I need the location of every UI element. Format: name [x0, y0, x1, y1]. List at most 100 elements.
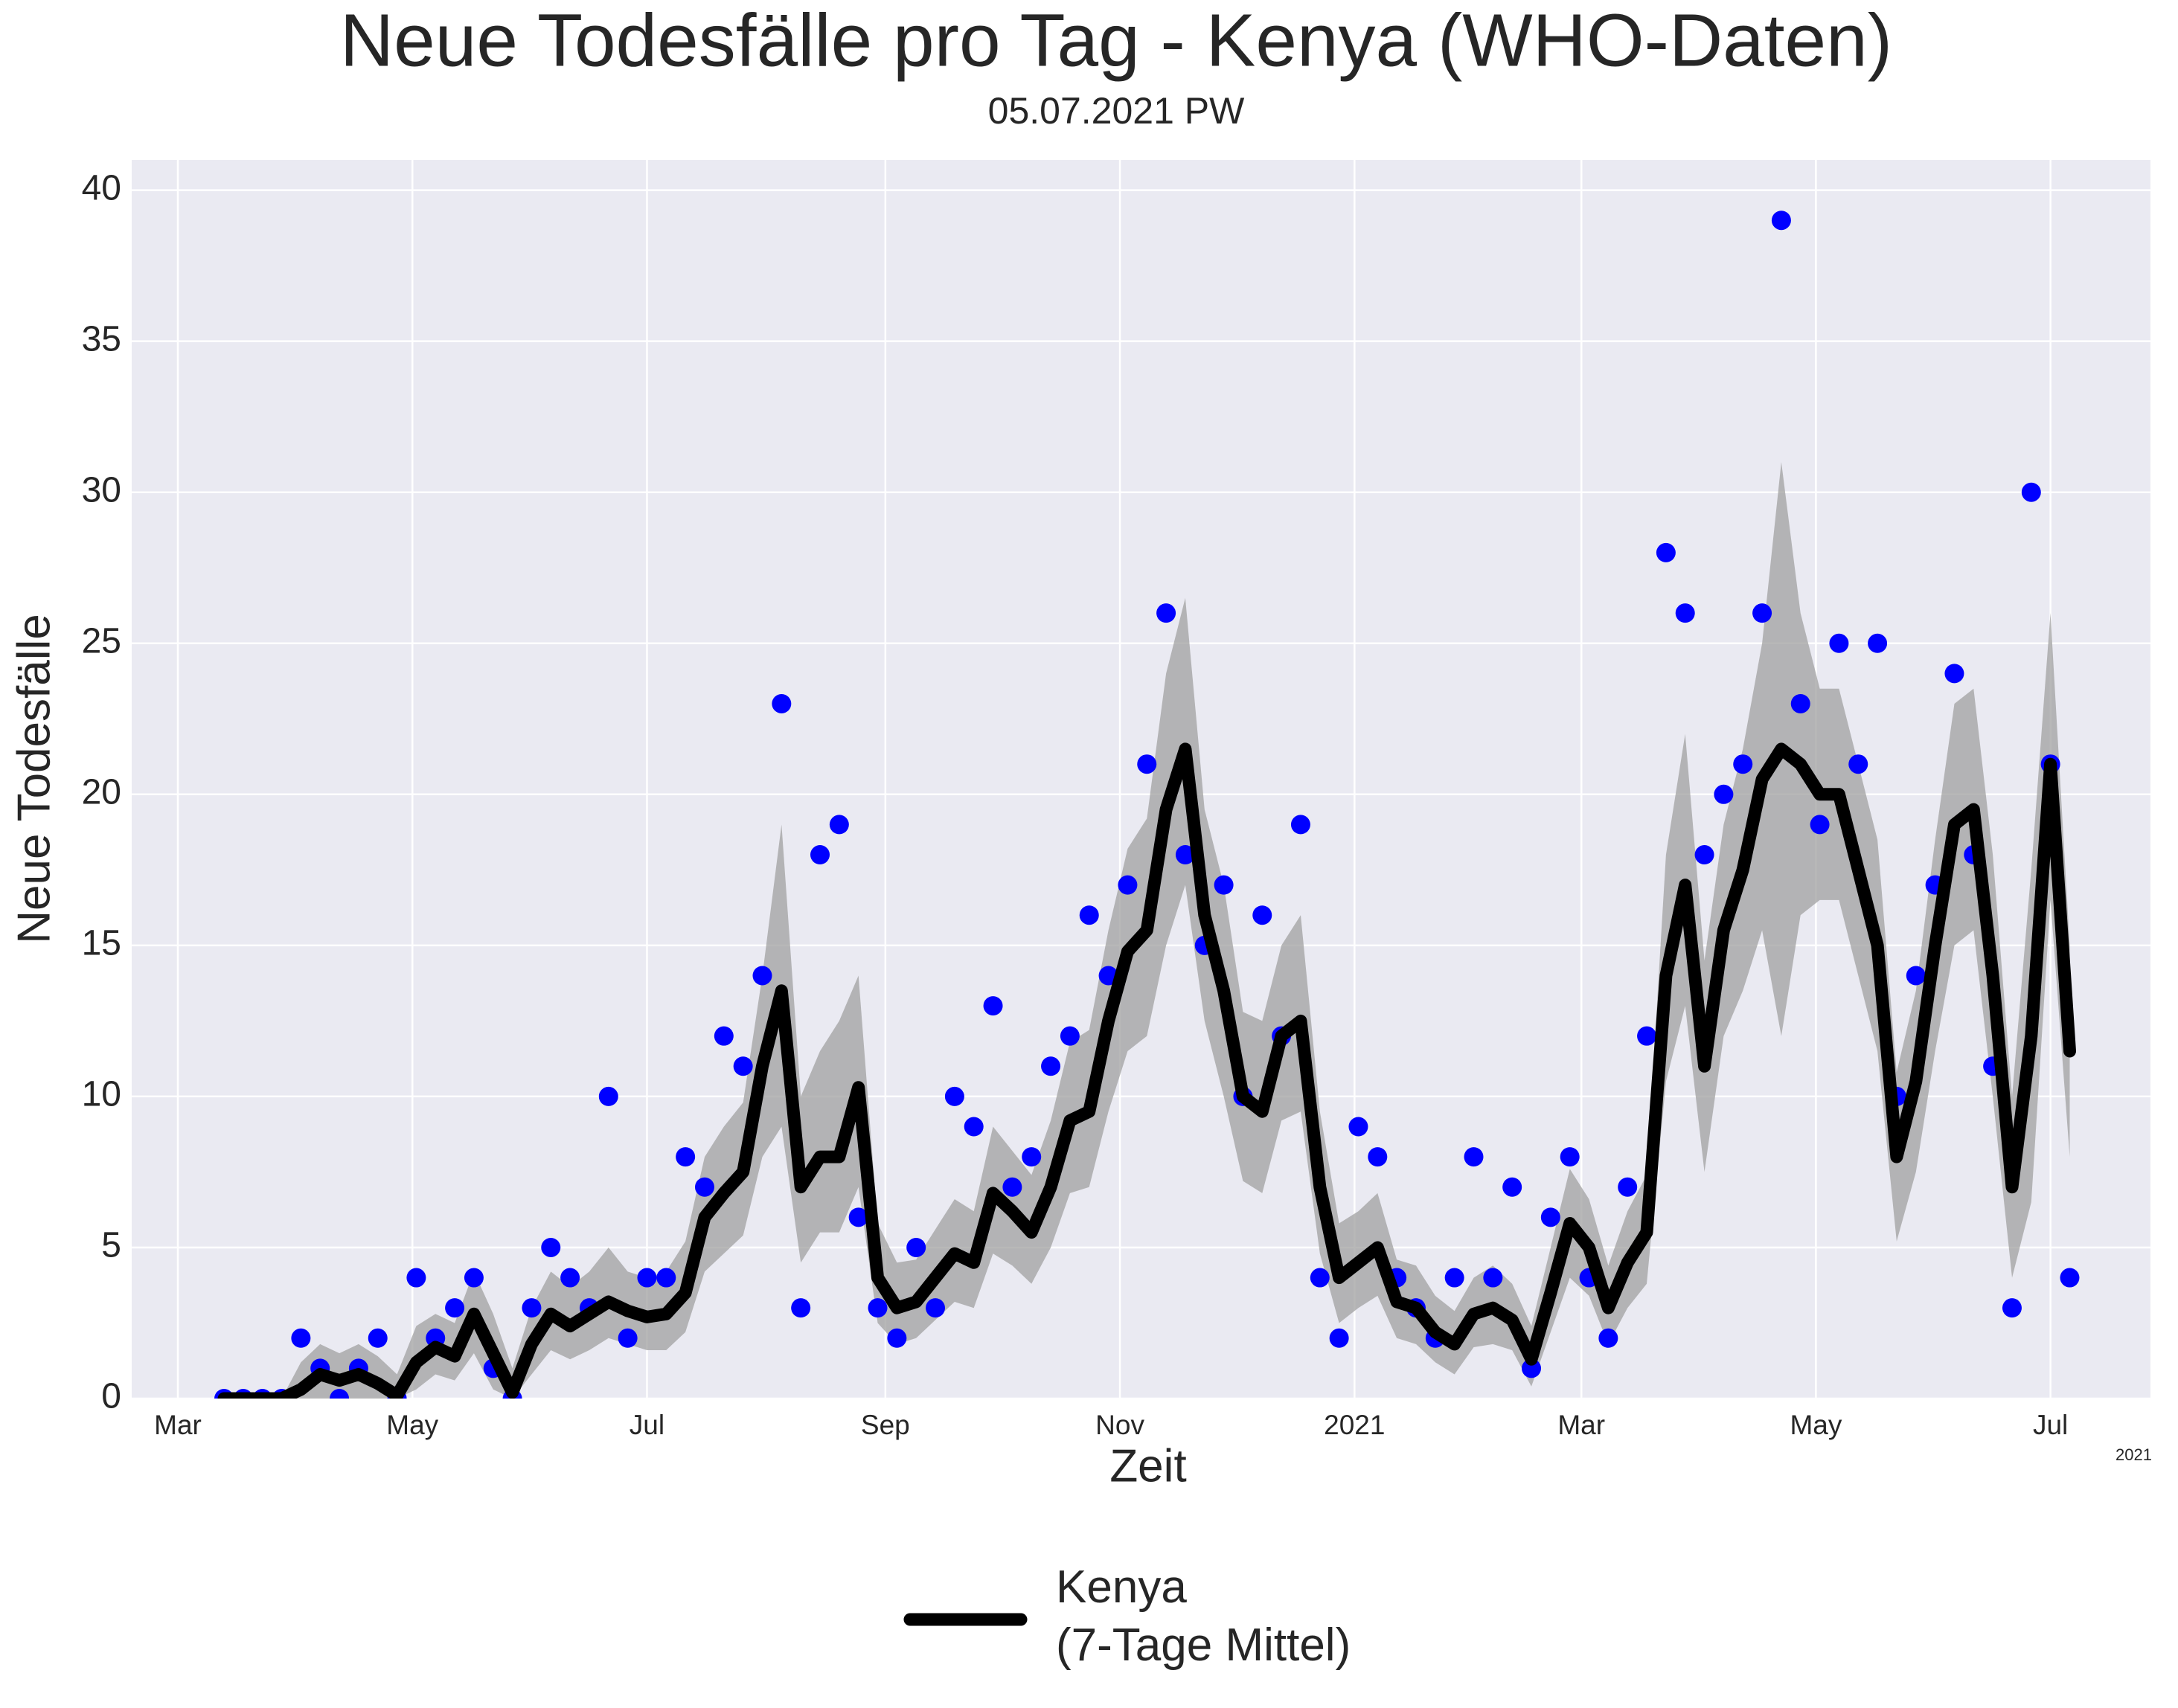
x-axis-label: Zeit: [1109, 1440, 1186, 1492]
data-point: [1540, 1207, 1560, 1227]
data-point: [1656, 542, 1676, 562]
data-point: [1022, 1147, 1042, 1167]
y-tick-label: 20: [82, 772, 121, 812]
data-point: [656, 1268, 676, 1288]
data-point: [1329, 1328, 1349, 1348]
data-point: [1829, 633, 1849, 653]
data-point: [1348, 1117, 1368, 1137]
data-point: [1771, 211, 1791, 231]
data-point: [694, 1177, 714, 1197]
data-point: [2002, 1298, 2022, 1318]
data-point: [637, 1268, 657, 1288]
y-tick-label: 5: [101, 1226, 121, 1265]
y-tick-label: 30: [82, 470, 121, 510]
data-point: [1790, 693, 1810, 713]
data-point: [868, 1298, 888, 1318]
data-point: [983, 996, 1003, 1016]
x-tick-label: May: [1790, 1410, 1842, 1440]
data-point: [1137, 754, 1157, 774]
data-point: [1618, 1177, 1638, 1197]
data-point: [810, 845, 830, 865]
data-point: [944, 1086, 964, 1106]
data-point: [1502, 1177, 1522, 1197]
x-tick-label: Mar: [1557, 1410, 1605, 1440]
y-tick-label: 25: [82, 621, 121, 661]
data-point: [1637, 1026, 1657, 1046]
data-point: [1310, 1268, 1330, 1288]
data-point: [1464, 1147, 1484, 1167]
data-point: [1906, 966, 1926, 986]
data-point: [676, 1147, 696, 1167]
data-point: [406, 1268, 426, 1288]
data-point: [926, 1298, 946, 1318]
data-point: [964, 1117, 984, 1137]
legend-label: Kenya (7-Tage Mittel): [1056, 1561, 1351, 1671]
y-tick-label: 40: [82, 168, 121, 208]
data-point: [618, 1328, 638, 1348]
data-point: [772, 693, 792, 713]
data-point: [752, 966, 772, 986]
x-tick-label: 2021: [1324, 1410, 1385, 1440]
line: [217, 742, 2076, 1399]
data-point: [1118, 875, 1138, 895]
data-point: [1002, 1177, 1022, 1197]
x-tick-label: Mar: [154, 1410, 202, 1440]
x-tick-label: Jul: [2033, 1410, 2068, 1440]
data-point: [1368, 1147, 1388, 1167]
data-point: [1079, 905, 1099, 925]
data-point: [848, 1207, 868, 1227]
y-tick-label: 15: [82, 924, 121, 963]
data-point: [1868, 633, 1888, 653]
data-point: [714, 1026, 734, 1046]
x-tick-label: Jul: [630, 1410, 664, 1440]
data-point: [464, 1268, 484, 1288]
data-point: [522, 1298, 542, 1318]
data-point: [829, 815, 849, 835]
data-point: [445, 1298, 465, 1318]
data-point: [1810, 815, 1830, 835]
data-point: [2060, 1268, 2080, 1288]
data-point: [1675, 603, 1695, 623]
data-point: [1290, 815, 1310, 835]
data-point: [1733, 754, 1753, 774]
data-point: [368, 1328, 388, 1348]
data-point: [906, 1237, 926, 1257]
data-point: [1560, 1147, 1580, 1167]
data-point: [1598, 1328, 1618, 1348]
data-point: [887, 1328, 907, 1348]
data-point: [733, 1056, 753, 1076]
data-point: [1444, 1268, 1464, 1288]
x-tick-label: Nov: [1095, 1410, 1144, 1440]
data-point: [291, 1328, 311, 1348]
y-tick-label: 10: [82, 1075, 121, 1114]
y-tick-label: 0: [101, 1377, 121, 1416]
data-point: [330, 1389, 350, 1399]
data-point: [1522, 1358, 1542, 1378]
data-point: [598, 1086, 618, 1106]
data-point: [1214, 875, 1234, 895]
data-point: [1060, 1026, 1080, 1046]
data-point: [1483, 1268, 1503, 1288]
data-point: [1252, 905, 1272, 925]
data-point: [791, 1298, 811, 1318]
y-axis-label: Neue Todesfälle: [8, 614, 60, 944]
x-tick-label: May: [386, 1410, 438, 1440]
data-point: [1156, 603, 1176, 623]
data-point: [560, 1268, 580, 1288]
data-point: [1944, 664, 1964, 684]
chart-title: Neue Todesfälle pro Tag - Kenya (WHO-Dat…: [340, 0, 1892, 82]
y-tick-label: 35: [82, 319, 121, 359]
data-point: [2021, 482, 2041, 502]
data-point: [1694, 845, 1714, 865]
data-point: [1752, 603, 1772, 623]
data-point: [1848, 754, 1868, 774]
data-point: [1714, 784, 1734, 804]
chart-subtitle: 05.07.2021 PW: [988, 90, 1245, 132]
data-point: [1175, 845, 1195, 865]
data-point: [1041, 1056, 1061, 1076]
data-point: [541, 1237, 561, 1257]
x-tick-label: Sep: [861, 1410, 910, 1440]
x-offset-label: 2021: [2115, 1445, 2152, 1464]
